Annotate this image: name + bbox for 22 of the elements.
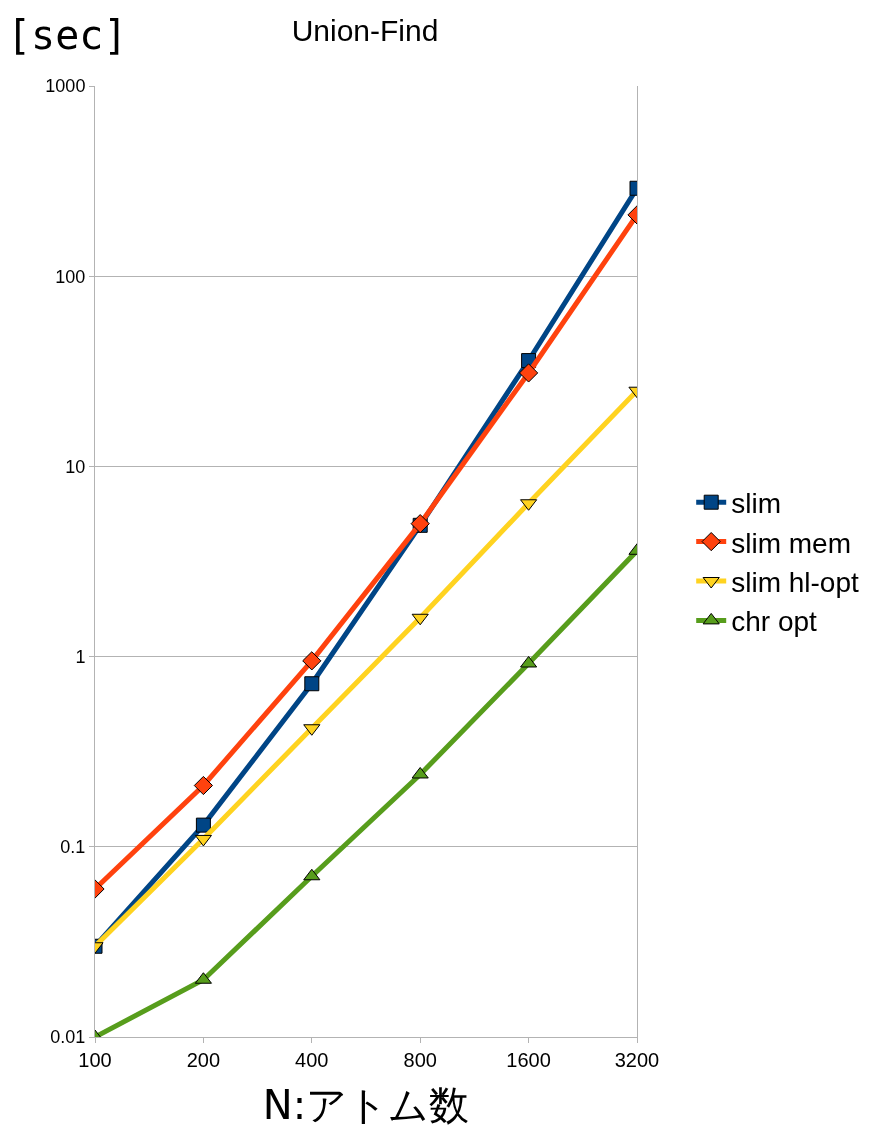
chart-title: Union-Find [291,14,439,47]
y-tick-label: 0.01 [50,1027,86,1048]
legend-label: chr opt [731,606,818,638]
point [411,613,429,626]
y-tick-label: 1 [75,646,86,667]
point [303,868,321,881]
legend-label: slim mem [731,527,851,559]
point [302,651,322,671]
x-tick-label: 1600 [506,1049,551,1071]
x-tick-label: 400 [295,1049,329,1071]
x-tick-label: 200 [186,1049,221,1071]
legend-label: slim hl-opt [731,566,860,598]
legend-label: slim [731,488,781,520]
y-tick-label: 10 [65,456,86,477]
point [304,676,320,692]
x-tick-label: 3200 [614,1049,660,1071]
y-tick-label: 100 [55,266,86,287]
y-axis-title: [sec] [7,12,128,58]
y-tick-label: 1000 [45,76,86,97]
x-tick-label: 800 [403,1049,437,1071]
y-tick-label: 0.1 [60,837,86,858]
x-axis-title: N:アトム数 [262,1081,470,1128]
